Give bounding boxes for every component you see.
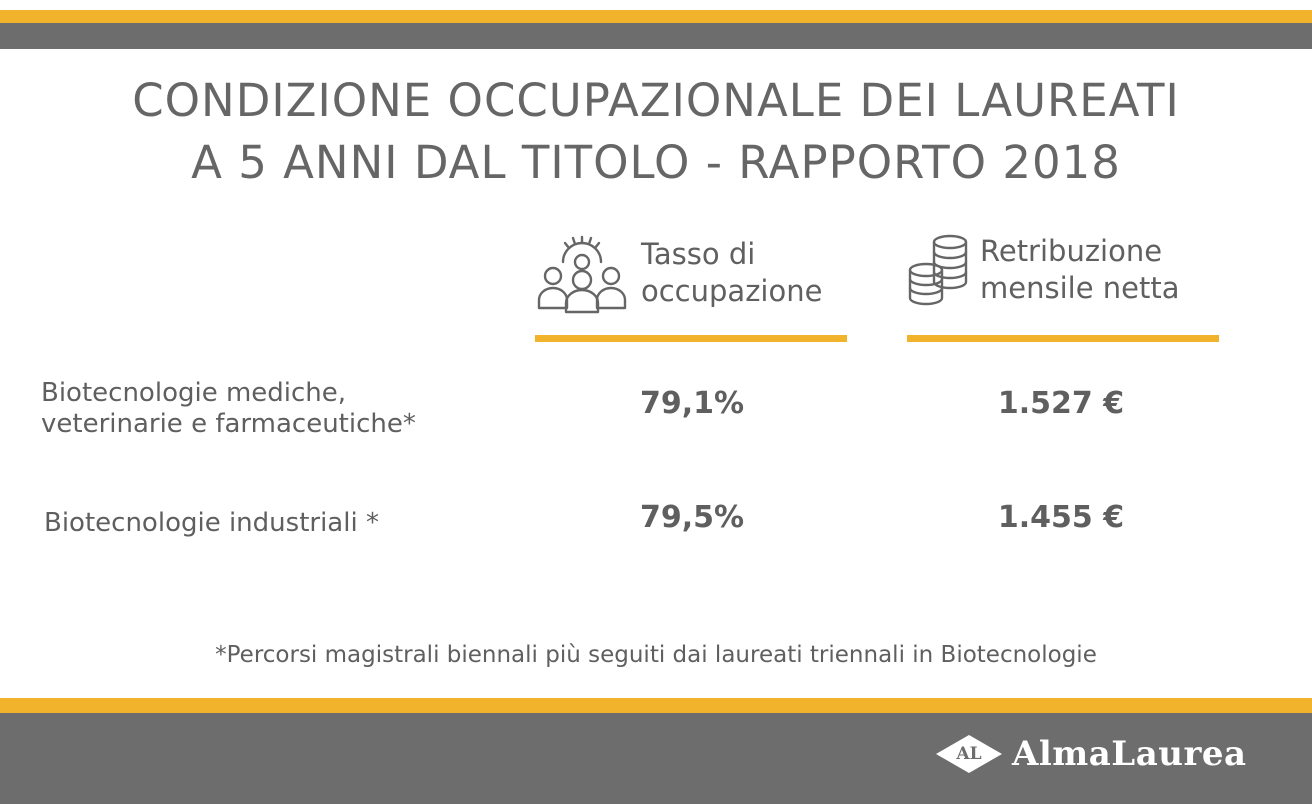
column-underline-occupazione: [535, 335, 847, 342]
column-header-retribuzione: Retribuzione mensile netta: [906, 232, 1180, 308]
top-grey-bar: [0, 23, 1312, 49]
title-line-2: A 5 ANNI DAL TITOLO - RAPPORTO 2018: [191, 136, 1121, 189]
people-gear-icon: [537, 235, 627, 314]
column-header-occupazione-line-1: Tasso di: [641, 237, 756, 271]
row-label-line-1: Biotecnologie mediche,: [41, 378, 347, 408]
footnote: *Percorsi magistrali biennali più seguit…: [215, 642, 1097, 668]
logo-mark-text: AL: [956, 744, 982, 764]
page-title: CONDIZIONE OCCUPAZIONALE DEI LAUREATI A …: [0, 70, 1312, 194]
footer-band: [0, 713, 1312, 804]
column-header-occupazione-line-2: occupazione: [641, 274, 823, 308]
top-accent-bar: [0, 10, 1312, 23]
row-label-line-1: Biotecnologie industriali *: [44, 508, 379, 538]
logo-text: AlmaLaurea: [1012, 734, 1247, 774]
value-occupazione-row-1: 79,1%: [639, 386, 745, 421]
almalaurea-logo: AL AlmaLaurea: [934, 733, 1247, 775]
title-line-1: CONDIZIONE OCCUPAZIONALE DEI LAUREATI: [132, 74, 1180, 127]
row-label-line-2: veterinarie e farmaceutiche*: [41, 409, 416, 439]
value-retribuzione-row-2: 1.455 €: [997, 500, 1125, 535]
bottom-accent-bar: [0, 698, 1312, 713]
column-header-occupazione: Tasso di occupazione: [533, 232, 822, 314]
row-label-biotecnologie-industriali: Biotecnologie industriali *: [44, 508, 379, 539]
value-occupazione-row-2: 79,5%: [639, 500, 745, 535]
coins-icon: [908, 234, 968, 306]
column-underline-retribuzione: [907, 335, 1219, 342]
column-header-retribuzione-line-1: Retribuzione: [980, 234, 1163, 268]
logo-mark-icon: AL: [934, 733, 1004, 775]
value-retribuzione-row-1: 1.527 €: [997, 386, 1125, 421]
column-header-retribuzione-line-2: mensile netta: [980, 271, 1180, 305]
row-label-biotecnologie-mediche: Biotecnologie mediche, veterinarie e far…: [41, 378, 416, 440]
